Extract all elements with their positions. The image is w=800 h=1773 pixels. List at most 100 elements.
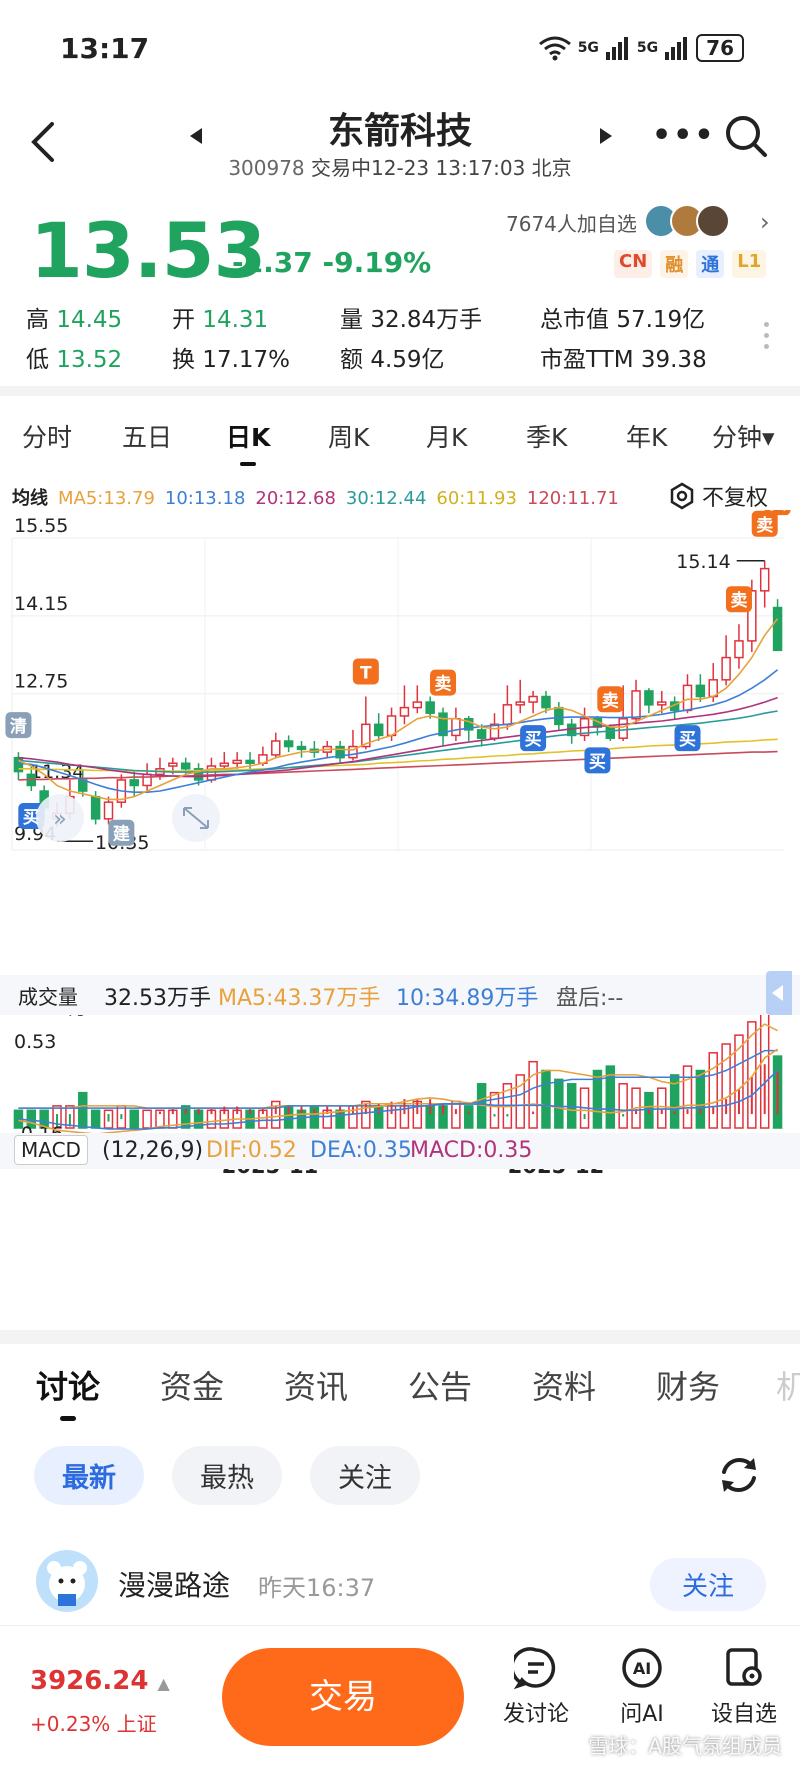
index-value[interactable]: 3926.24 ▲ bbox=[30, 1666, 170, 1696]
volume-bar bbox=[129, 1109, 139, 1129]
tab-quarterly[interactable]: 季K bbox=[526, 423, 568, 452]
tab-announcements[interactable]: 公告 bbox=[408, 1368, 473, 1406]
macd-params: (12,26,9) bbox=[102, 1138, 204, 1163]
volume-bar bbox=[515, 1074, 525, 1129]
expand-stats-icon[interactable] bbox=[764, 316, 770, 355]
tab-intraday[interactable]: 分时 bbox=[22, 423, 73, 452]
chevron-right-icon[interactable]: › bbox=[760, 208, 770, 236]
price-axis-label: 12.75 bbox=[14, 671, 68, 693]
candle bbox=[386, 715, 397, 737]
post-discussion-button[interactable]: 发讨论 bbox=[486, 1646, 586, 1728]
trade-button[interactable]: 交易 bbox=[222, 1648, 464, 1746]
price-axis-label: 14.15 bbox=[14, 593, 68, 615]
next-stock-icon[interactable] bbox=[600, 128, 612, 144]
volume-value: 32.53万手 bbox=[104, 986, 211, 1011]
candle bbox=[734, 640, 744, 659]
tab-yearly[interactable]: 年K bbox=[626, 423, 668, 452]
signal-badge bbox=[108, 819, 135, 846]
candle bbox=[554, 706, 564, 726]
signal-badge bbox=[751, 510, 778, 537]
status-time: 13:17 bbox=[60, 32, 150, 65]
filter-latest[interactable]: 最新 bbox=[34, 1446, 144, 1505]
current-price: 13.53 bbox=[30, 206, 266, 295]
tab-profile[interactable]: 资料 bbox=[532, 1368, 597, 1406]
signal-label: 买 bbox=[525, 730, 542, 750]
filter-following[interactable]: 关注 bbox=[310, 1446, 420, 1505]
watermark: 雪球：A股气氛组成员 bbox=[588, 1734, 782, 1758]
stock-name: 东箭科技 bbox=[327, 111, 472, 152]
signal-label: 卖 bbox=[756, 515, 773, 536]
candle bbox=[245, 759, 255, 764]
tab-more[interactable]: 机 bbox=[776, 1368, 800, 1406]
candle bbox=[296, 745, 307, 751]
more-icon[interactable]: ••• bbox=[652, 118, 716, 153]
kline-chart[interactable]: 15.5514.1512.759.9411.3415.1410.35清买建T卖买… bbox=[0, 510, 800, 1330]
candle bbox=[464, 717, 474, 731]
candle bbox=[476, 729, 487, 739]
filter-hot[interactable]: 最热 bbox=[172, 1446, 282, 1505]
price-axis-label: 15.55 bbox=[14, 515, 68, 537]
volume-bar bbox=[734, 1034, 744, 1129]
follow-button[interactable]: 关注 bbox=[649, 1558, 766, 1611]
candle bbox=[772, 606, 783, 652]
tab-financials[interactable]: 财务 bbox=[656, 1368, 721, 1406]
follower-count[interactable]: 7674人加自选 bbox=[506, 212, 637, 236]
tab-minute[interactable]: 分钟▾ bbox=[712, 423, 775, 452]
candle bbox=[283, 740, 294, 748]
follower-avatars[interactable] bbox=[644, 204, 730, 238]
avatar bbox=[696, 204, 730, 238]
net-5g-2: 5G bbox=[636, 40, 659, 56]
bear-avatar-icon bbox=[36, 1550, 98, 1612]
tab-funds[interactable]: 资金 bbox=[160, 1368, 225, 1406]
change-pct: -9.19% bbox=[322, 246, 432, 279]
stat-pe: 市盈TTM 39.38 bbox=[540, 347, 707, 373]
add-watchlist-button[interactable]: 设自选 bbox=[694, 1646, 794, 1728]
price-change: -1.37 -9.19% bbox=[232, 246, 431, 279]
tab-weekly[interactable]: 周K bbox=[328, 423, 370, 452]
tab-discussion[interactable]: 讨论 bbox=[36, 1362, 100, 1421]
tab-5day[interactable]: 五日 bbox=[122, 423, 173, 452]
candle bbox=[541, 695, 551, 709]
stock-status: 300978 交易中12-23 13:17:03 北京 bbox=[0, 152, 800, 181]
candle bbox=[399, 706, 410, 717]
refresh-icon[interactable] bbox=[716, 1452, 762, 1498]
signal-icon bbox=[665, 37, 688, 60]
wifi-icon bbox=[538, 36, 571, 61]
net-5g-1: 5G bbox=[577, 40, 599, 56]
signal-badge bbox=[5, 712, 32, 739]
candle bbox=[451, 717, 461, 737]
candle bbox=[193, 768, 204, 781]
prev-stock-icon[interactable] bbox=[190, 128, 202, 144]
tab-news[interactable]: 资讯 bbox=[284, 1368, 349, 1406]
tab-monthly[interactable]: 月K bbox=[426, 423, 468, 452]
tag-cn: CN bbox=[614, 250, 653, 278]
index-change[interactable]: +0.23% 上证 bbox=[30, 1712, 157, 1736]
volume-bar bbox=[721, 1043, 731, 1129]
adjust-toggle[interactable]: 不复权 bbox=[668, 480, 768, 512]
signal-label: 买 bbox=[589, 752, 606, 772]
candle bbox=[348, 745, 358, 759]
ma120-line bbox=[18, 750, 778, 781]
avatar[interactable] bbox=[36, 1550, 98, 1612]
ma-legend: 均线 MA5:13.79 10:13.18 20:12.68 30:12.44 60:11… bbox=[12, 484, 629, 510]
volume-bar bbox=[528, 1060, 538, 1129]
ask-ai-button[interactable]: AI 问AI bbox=[592, 1646, 692, 1728]
candle bbox=[631, 690, 641, 720]
back-icon[interactable] bbox=[24, 112, 64, 172]
signal-label: 卖 bbox=[769, 510, 786, 514]
post-username[interactable]: 漫漫路途 bbox=[118, 1569, 231, 1602]
macd-axis-label: 0.53 bbox=[14, 1031, 56, 1053]
collapse-panel-button[interactable] bbox=[766, 971, 792, 1015]
tab-daily[interactable]: 日K bbox=[226, 418, 270, 466]
stock-code: 300978 bbox=[228, 156, 305, 180]
volume-bar bbox=[541, 1069, 551, 1129]
candle bbox=[361, 723, 371, 748]
post-item[interactable]: 漫漫路途 昨天16:37 关注 bbox=[36, 1550, 766, 1620]
macd-legend: MACD (12,26,9) DIF:0.52 DEA:0.35 MACD:0.… bbox=[0, 1133, 800, 1169]
volume-ma10: 10:34.89万手 bbox=[396, 986, 539, 1011]
macd-label[interactable]: MACD bbox=[14, 1135, 88, 1165]
tag-l1: L1 bbox=[732, 250, 767, 278]
ma120-value: 120:11.71 bbox=[526, 488, 619, 509]
ai-icon: AI bbox=[622, 1648, 662, 1688]
search-icon[interactable] bbox=[722, 112, 770, 160]
